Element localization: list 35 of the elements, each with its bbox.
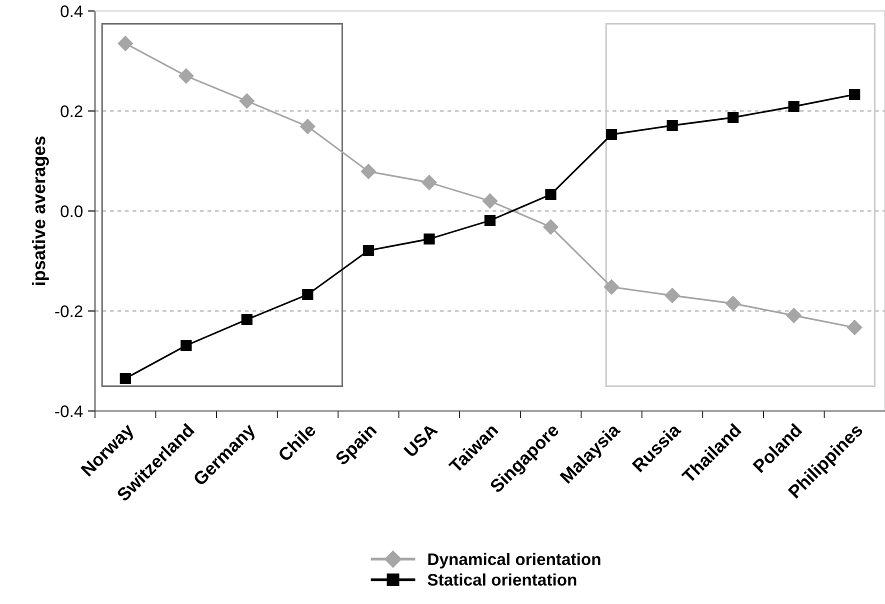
y-tick-label: -0.4 bbox=[55, 405, 83, 418]
point bbox=[786, 308, 802, 324]
y-axis-title: ipsative averages bbox=[32, 136, 49, 286]
point bbox=[849, 88, 860, 100]
point bbox=[302, 288, 314, 300]
legend-label: Statical orientation bbox=[428, 573, 576, 586]
point bbox=[726, 296, 741, 312]
y-tick-label: 0.0 bbox=[60, 205, 83, 218]
y-tick-label: 0.2 bbox=[60, 105, 82, 118]
legend-label: Dynamical orientation bbox=[428, 552, 600, 568]
y-tick-label: -0.2 bbox=[55, 305, 82, 318]
point bbox=[482, 193, 498, 209]
point bbox=[788, 100, 800, 112]
point bbox=[360, 164, 376, 180]
point bbox=[847, 320, 862, 336]
point bbox=[178, 68, 194, 84]
point bbox=[118, 36, 133, 52]
point bbox=[362, 244, 374, 256]
y-tick-label: 0.4 bbox=[60, 5, 83, 18]
point bbox=[424, 233, 435, 245]
point bbox=[239, 93, 254, 109]
point bbox=[180, 340, 192, 352]
point bbox=[300, 118, 316, 134]
point bbox=[484, 214, 496, 226]
point bbox=[241, 314, 252, 326]
point bbox=[606, 128, 618, 140]
point bbox=[545, 188, 556, 200]
point bbox=[728, 112, 739, 124]
point bbox=[666, 120, 678, 132]
x-tick-label: USA bbox=[403, 422, 438, 458]
point bbox=[604, 279, 620, 295]
point bbox=[664, 288, 680, 304]
point bbox=[120, 372, 131, 384]
point bbox=[543, 219, 558, 235]
point bbox=[422, 174, 437, 190]
